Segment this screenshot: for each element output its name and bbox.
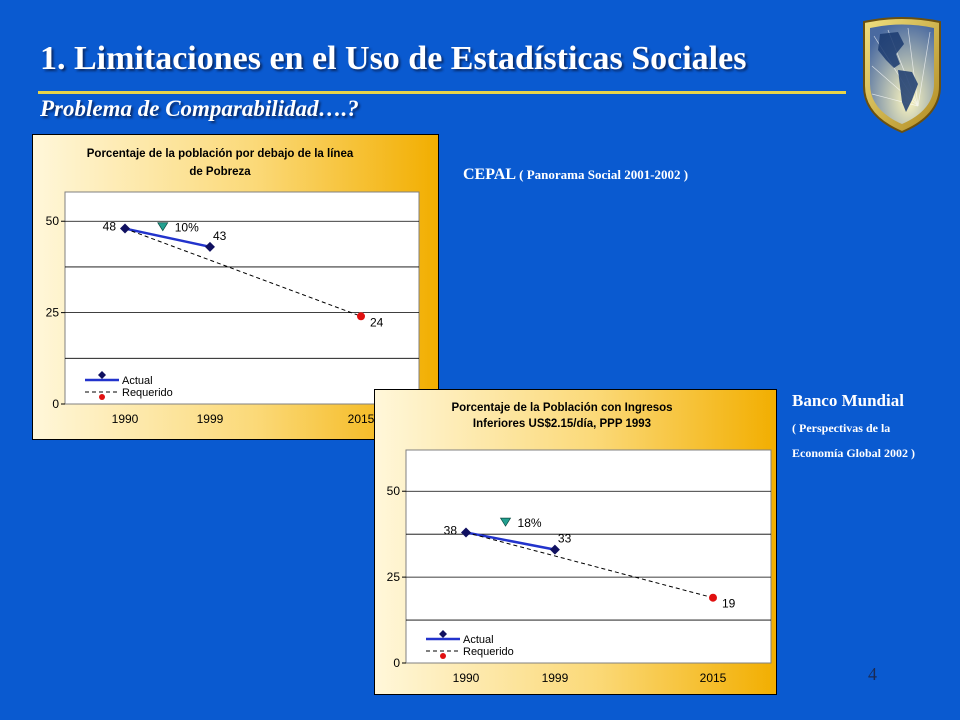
legend-label-actual: Actual [122, 375, 153, 387]
data-label: 24 [370, 315, 384, 329]
data-point-actual [461, 527, 471, 538]
series-line-actual [124, 227, 211, 249]
series-line-actual [465, 531, 556, 551]
chart-title-line: Porcentaje de la Población con Ingresos [451, 402, 672, 414]
banco-mundial-chart: Porcentaje de la Población con Ingresos I… [374, 389, 777, 695]
annotation-label: 18% [518, 516, 542, 530]
y-tick-label: 25 [387, 570, 401, 584]
data-point-requerido [709, 593, 717, 602]
page-number: 4 [868, 664, 877, 684]
bm-source-line3: Economía Global 2002 ) [792, 446, 916, 460]
data-label: 43 [213, 229, 227, 243]
annotation-label: 10% [175, 221, 199, 235]
cepal-source: CEPAL ( Panorama Social 2001-2002 ) [463, 166, 688, 184]
y-tick-label: 50 [387, 484, 401, 498]
data-point-actual [204, 241, 215, 252]
legend-marker-actual [98, 371, 106, 379]
data-label: 19 [722, 597, 736, 611]
chart-title-line: Inferiores US$2.15/día, PPP 1993 [473, 418, 651, 430]
series-line-requerido [465, 531, 714, 599]
x-tick-label: 2015 [348, 412, 375, 426]
x-tick-label: 1990 [112, 412, 139, 426]
data-point-actual [120, 223, 130, 234]
banco-mundial-source: Banco Mundial ( Perspectivas de la Econo… [792, 391, 915, 461]
legend-label-requerido: Requerido [122, 387, 173, 399]
title-divider [38, 91, 846, 94]
target-marker [157, 222, 169, 232]
legend-marker-actual [439, 630, 447, 638]
plot-area [64, 191, 420, 405]
data-point-actual [549, 544, 560, 555]
cepal-chart-svg: Porcentaje de la población por debajo de… [32, 134, 439, 440]
y-tick-label: 0 [393, 656, 400, 670]
page-title: 1. Limitaciones en el Uso de Estadística… [40, 40, 747, 77]
cepal-source-name: CEPAL [463, 166, 516, 183]
bm-source-name: Banco Mundial [792, 391, 904, 410]
x-tick-label: 1999 [197, 412, 224, 426]
y-tick-label: 0 [52, 397, 59, 411]
legend-label-actual: Actual [463, 634, 494, 646]
data-point-requerido [357, 312, 365, 321]
banco-mundial-chart-svg: Porcentaje de la Población con Ingresos I… [374, 389, 777, 695]
legend-label-requerido: Requerido [463, 646, 514, 658]
x-tick-label: 1990 [453, 671, 480, 685]
y-tick-label: 50 [46, 214, 60, 228]
chart-title-line: Porcentaje de la población por debajo de… [87, 148, 354, 160]
bm-source-line2: ( Perspectivas de la [792, 421, 891, 435]
y-tick-label: 25 [46, 306, 60, 320]
plot-area [405, 449, 772, 664]
chart-title-line: de Pobreza [189, 166, 251, 178]
americas-globe-shield-icon [858, 16, 946, 134]
legend-marker-requerido [99, 394, 105, 400]
target-marker [499, 517, 512, 527]
cepal-source-detail: ( Panorama Social 2001-2002 ) [519, 167, 689, 182]
x-tick-label: 2015 [700, 671, 727, 685]
data-label: 48 [103, 220, 117, 234]
data-label: 38 [444, 523, 458, 537]
x-tick-label: 1999 [542, 671, 569, 685]
data-label: 33 [558, 532, 572, 546]
cepal-chart: Porcentaje de la población por debajo de… [32, 134, 439, 440]
page-subtitle: Problema de Comparabilidad….? [40, 96, 359, 121]
legend-marker-requerido [440, 653, 446, 659]
